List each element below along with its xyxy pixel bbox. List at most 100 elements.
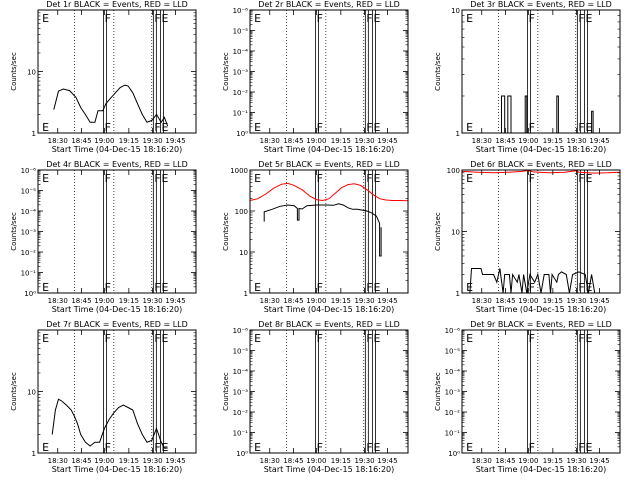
panel-det-8: Det 8r BLACK = Events, RED = LLDEEFFFFEE…: [222, 320, 409, 474]
x-tick-label: 19:15: [331, 137, 351, 145]
flag-label-top: E: [42, 172, 49, 185]
x-tick-label: 19:30: [566, 137, 586, 145]
panel-title: Det 1r BLACK = Events, RED = LLD: [46, 0, 188, 9]
y-tick-label: 10⁻²: [233, 409, 249, 417]
x-tick-label: 19:45: [165, 297, 185, 305]
flag-label-top: E: [466, 12, 473, 25]
x-tick-label: 19:15: [543, 457, 563, 465]
series-line-1: [51, 398, 168, 449]
flag-label-top: F: [154, 12, 160, 25]
y-tick-label: 10⁰: [236, 130, 248, 138]
x-tick-label: 19:45: [377, 297, 397, 305]
flag-label-top: E: [42, 332, 49, 345]
flag-label-bottom: F: [529, 281, 535, 294]
panel-det-6: Det 6r BLACK = Events, RED = LLDEEFFFFEE…: [434, 160, 621, 314]
x-tick-label: 19:30: [142, 137, 162, 145]
flag-label-top: F: [529, 172, 535, 185]
x-tick-label: 18:45: [71, 457, 91, 465]
plot-frame: [37, 329, 197, 454]
flag-label-top: E: [373, 332, 380, 345]
flag-label-bottom: E: [161, 441, 168, 454]
x-axis-label: Start Time (04-Dec-15 18:16:20): [476, 305, 607, 314]
panel-det-7: Det 7r BLACK = Events, RED = LLDEEFFFFEE…: [10, 320, 197, 474]
flag-label-bottom: E: [254, 441, 261, 454]
flag-label-bottom: F: [105, 441, 111, 454]
y-tick-label: 10⁻⁶: [445, 327, 461, 335]
flag-label-top: F: [317, 332, 323, 345]
plot-frame: [461, 9, 621, 134]
y-axis-label: Counts/sec: [10, 372, 18, 411]
x-tick-label: 18:45: [495, 137, 515, 145]
flag-label-bottom: F: [366, 121, 372, 134]
flag-label-bottom: E: [585, 441, 592, 454]
flag-label-top: E: [161, 172, 168, 185]
y-tick-label: 10: [27, 69, 36, 77]
plot-frame: [37, 169, 197, 294]
flag-label-bottom: F: [529, 441, 535, 454]
y-tick-label: 10⁻³: [21, 229, 37, 237]
flag-label-bottom: E: [42, 441, 49, 454]
x-tick-label: 19:45: [589, 137, 609, 145]
panel-title: Det 3r BLACK = Events, RED = LLD: [470, 0, 612, 9]
x-tick-label: 19:15: [331, 457, 351, 465]
flag-label-top: E: [161, 332, 168, 345]
x-tick-label: 19:15: [543, 297, 563, 305]
flag-label-bottom: F: [154, 281, 160, 294]
flag-label-top: E: [373, 12, 380, 25]
flag-label-top: E: [585, 172, 592, 185]
x-tick-label: 19:45: [589, 297, 609, 305]
series-line-1: [53, 84, 169, 127]
flag-label-bottom: E: [254, 281, 261, 294]
x-tick-label: 18:30: [472, 297, 492, 305]
x-tick-label: 19:15: [119, 297, 139, 305]
x-tick-label: 19:45: [589, 457, 609, 465]
flag-label-top: E: [466, 332, 473, 345]
plot-frame: [461, 329, 621, 454]
y-tick-label: 10⁻⁵: [21, 188, 37, 196]
x-tick-label: 19:15: [331, 297, 351, 305]
y-axis-label: Counts/sec: [10, 52, 18, 91]
x-tick-label: 19:00: [518, 137, 538, 145]
flag-label-bottom: F: [105, 281, 111, 294]
flag-label-bottom: E: [373, 281, 380, 294]
y-tick-label: 10⁻¹: [21, 270, 37, 278]
x-tick-label: 18:45: [283, 297, 303, 305]
x-tick-label: 19:15: [119, 457, 139, 465]
y-tick-label: 10⁰: [236, 450, 248, 458]
panel-det-3: Det 3r BLACK = Events, RED = LLDEEFFFFEE…: [434, 0, 621, 154]
x-tick-label: 18:30: [48, 457, 68, 465]
flag-label-top: F: [317, 172, 323, 185]
flag-label-bottom: F: [366, 281, 372, 294]
y-axis-label: Counts/sec: [434, 372, 442, 411]
flag-label-bottom: F: [578, 281, 584, 294]
flag-label-top: F: [366, 12, 372, 25]
panel-det-5: Det 5r BLACK = Events, RED = LLDEEFFFFEE…: [222, 160, 409, 314]
flag-label-top: F: [529, 12, 535, 25]
y-tick-label: 10: [451, 7, 460, 15]
flag-label-bottom: F: [154, 121, 160, 134]
flag-label-top: E: [254, 172, 261, 185]
flag-label-top: E: [254, 12, 261, 25]
y-tick-label: 10⁻⁶: [21, 167, 37, 175]
panel-det-9: Det 9r BLACK = Events, RED = LLDEEFFFFEE…: [434, 320, 621, 474]
x-tick-label: 18:45: [283, 137, 303, 145]
x-tick-label: 19:00: [94, 457, 114, 465]
y-tick-label: 10⁻³: [233, 389, 249, 397]
y-tick-label: 10⁻⁴: [233, 368, 249, 376]
series-line-1: [249, 182, 409, 202]
flag-label-top: E: [373, 172, 380, 185]
x-axis-label: Start Time (04-Dec-15 18:16:20): [476, 465, 607, 474]
flag-label-bottom: E: [161, 121, 168, 134]
y-tick-label: 10: [27, 389, 36, 397]
panel-det-1: Det 1r BLACK = Events, RED = LLDEEFFFFEE…: [10, 0, 197, 154]
x-axis-label: Start Time (04-Dec-15 18:16:20): [264, 145, 395, 154]
y-tick-label: 10⁻⁶: [233, 327, 249, 335]
x-tick-label: 18:30: [260, 297, 280, 305]
flag-label-top: F: [366, 172, 372, 185]
y-tick-label: 10⁻⁴: [445, 368, 461, 376]
flag-label-top: E: [254, 332, 261, 345]
x-tick-label: 18:30: [260, 137, 280, 145]
flag-label-top: E: [466, 172, 473, 185]
panel-title: Det 7r BLACK = Events, RED = LLD: [46, 320, 188, 329]
flag-label-bottom: F: [578, 121, 584, 134]
